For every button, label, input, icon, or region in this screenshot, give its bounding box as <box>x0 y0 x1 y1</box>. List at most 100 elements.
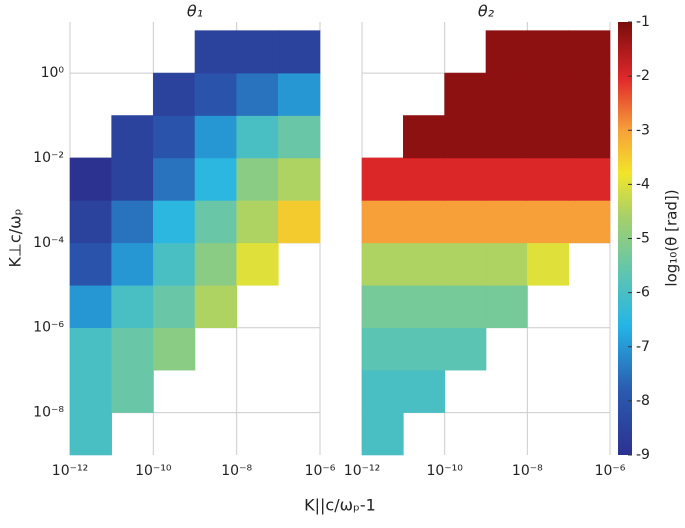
colorbar-tick-label: -6 <box>636 285 650 301</box>
heat-cell <box>153 284 196 328</box>
heat-cell <box>236 30 279 74</box>
heat-cell <box>485 115 528 159</box>
heat-cell <box>69 242 112 286</box>
heat-cell <box>236 157 279 201</box>
heat-cell <box>69 284 112 328</box>
y-tick-label: 10⁻⁸ <box>33 405 64 421</box>
x-tick-label: 10⁻¹⁰ <box>135 463 172 479</box>
heat-cell <box>153 200 196 244</box>
heat-cell <box>153 327 196 371</box>
heat-cell <box>485 30 528 74</box>
colorbar-tick-label: -7 <box>636 339 650 355</box>
heat-cell <box>278 200 321 244</box>
heat-cell <box>403 369 445 413</box>
heat-cell <box>403 327 445 371</box>
heat-cell <box>111 327 154 371</box>
x-tick-label: 10⁻¹⁰ <box>426 463 463 479</box>
heat-cell <box>361 327 404 371</box>
heat-cell <box>485 72 528 116</box>
heat-cell <box>69 200 112 244</box>
heat-cell <box>361 284 404 328</box>
x-tick-label: 10⁻⁶ <box>595 463 626 479</box>
heat-cell <box>444 327 487 371</box>
heat-cell <box>194 115 237 159</box>
heat-cell <box>69 369 112 413</box>
heat-cell <box>194 242 237 286</box>
heat-cell <box>527 30 569 74</box>
heat-cell <box>111 115 154 159</box>
heat-cell <box>361 157 404 201</box>
colorbar-tick-label: -9 <box>636 447 650 463</box>
heat-cell <box>194 284 237 328</box>
heat-cell <box>444 284 487 328</box>
heat-cell <box>236 115 279 159</box>
colorbar-tick-label: -5 <box>636 231 650 247</box>
heat-cell <box>69 412 112 456</box>
y-axis-label: K⊥c/ωₚ <box>6 209 25 268</box>
heat-cell <box>111 242 154 286</box>
heat-cell <box>527 200 569 244</box>
heat-cell <box>236 72 279 116</box>
heat-cell <box>403 242 445 286</box>
heat-cell <box>111 200 154 244</box>
heat-cell <box>361 412 404 456</box>
heat-cell <box>403 115 445 159</box>
heat-cell <box>111 157 154 201</box>
colorbar-tick-label: -3 <box>636 122 650 138</box>
heat-cell <box>278 157 321 201</box>
heat-cell <box>568 30 611 74</box>
x-tick-label: 10⁻¹² <box>344 463 380 479</box>
x-tick-label: 10⁻⁸ <box>512 463 543 479</box>
x-axis-label: K||c/ωₚ-1 <box>304 496 376 515</box>
heat-cell <box>111 369 154 413</box>
heat-cell <box>194 200 237 244</box>
heat-cell <box>485 242 528 286</box>
heat-cell <box>485 284 528 328</box>
heat-cell <box>236 200 279 244</box>
heat-cell <box>278 72 321 116</box>
heat-cell <box>153 72 196 116</box>
y-tick-label: 10⁻⁶ <box>33 320 64 336</box>
heat-cell <box>403 157 445 201</box>
heat-cell <box>153 242 196 286</box>
heat-cell <box>444 200 487 244</box>
heat-cell <box>194 157 237 201</box>
heat-cell <box>361 369 404 413</box>
colorbar-tick-label: -2 <box>636 68 650 84</box>
colorbar-tick-label: -1 <box>636 14 650 30</box>
heat-cell <box>568 200 611 244</box>
heat-cell <box>236 242 279 286</box>
heat-cell <box>278 30 321 74</box>
heat-cell <box>485 200 528 244</box>
heat-cell <box>194 30 237 74</box>
heat-cell <box>444 115 487 159</box>
heat-cell <box>69 157 112 201</box>
y-tick-label: 10⁻⁴ <box>33 235 64 251</box>
colorbar-tick-label: -4 <box>636 176 650 192</box>
heat-cell <box>444 242 487 286</box>
heat-cell <box>444 157 487 201</box>
heat-cell <box>278 115 321 159</box>
x-tick-label: 10⁻¹² <box>52 463 88 479</box>
heat-cell <box>568 72 611 116</box>
y-tick-label: 10⁻² <box>33 150 64 166</box>
heat-cell <box>153 115 196 159</box>
colorbar-label: log₁₀(θ [rad]) <box>663 189 681 286</box>
heat-cell <box>568 115 611 159</box>
colorbar-tick-label: -8 <box>636 393 650 409</box>
heat-cell <box>444 72 487 116</box>
panel-title: θ₁ <box>187 2 203 21</box>
panel-title: θ₂ <box>478 2 495 21</box>
heat-cell <box>194 72 237 116</box>
heat-cell <box>153 157 196 201</box>
heat-cell <box>527 115 569 159</box>
heat-cell <box>361 242 404 286</box>
heat-cell <box>485 157 528 201</box>
heat-cell <box>527 157 569 201</box>
heat-cell <box>527 242 569 286</box>
heat-cell <box>361 200 404 244</box>
heat-cell <box>69 327 112 371</box>
y-tick-label: 10⁰ <box>41 65 65 81</box>
x-tick-label: 10⁻⁸ <box>221 463 252 479</box>
